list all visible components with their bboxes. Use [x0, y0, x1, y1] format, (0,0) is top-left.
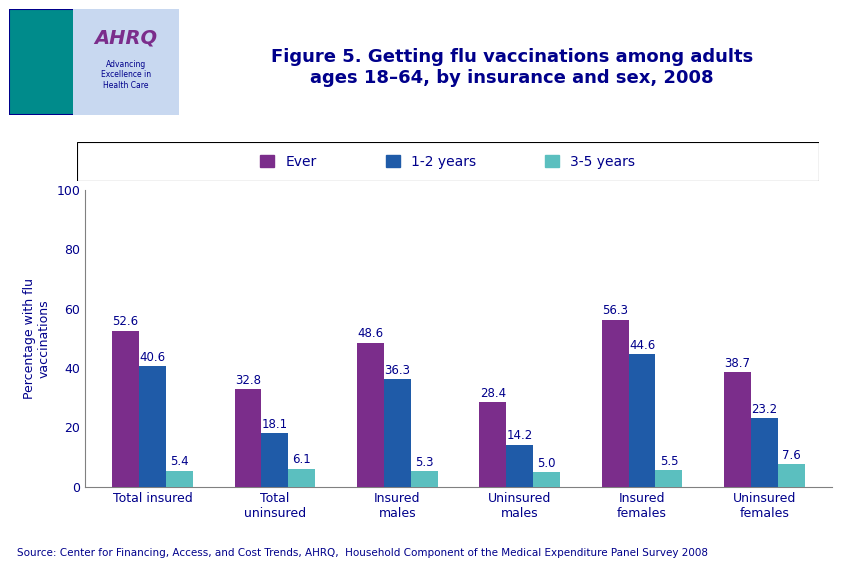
Bar: [262, 433, 288, 487]
Text: 7.6: 7.6: [781, 449, 800, 462]
Bar: [139, 366, 166, 487]
Bar: [532, 472, 560, 487]
Text: 5.4: 5.4: [170, 456, 188, 468]
Bar: [73, 9, 179, 115]
Text: 14.2: 14.2: [506, 429, 532, 442]
Text: 44.6: 44.6: [628, 339, 654, 352]
Bar: [777, 464, 803, 487]
Text: 48.6: 48.6: [357, 327, 383, 340]
Text: 5.3: 5.3: [414, 456, 433, 469]
Bar: [288, 469, 315, 487]
Text: 5.5: 5.5: [659, 455, 677, 468]
Bar: [479, 403, 505, 487]
Bar: [356, 343, 383, 487]
Bar: [112, 331, 139, 487]
Text: 36.3: 36.3: [384, 363, 410, 377]
Bar: [383, 379, 411, 487]
Bar: [234, 389, 262, 487]
Bar: [654, 471, 682, 487]
Text: 56.3: 56.3: [602, 304, 627, 317]
Text: 40.6: 40.6: [140, 351, 165, 364]
Bar: [601, 320, 628, 487]
Text: 32.8: 32.8: [235, 374, 261, 387]
Text: Figure 5. Getting flu vaccinations among adults
ages 18–64, by insurance and sex: Figure 5. Getting flu vaccinations among…: [270, 48, 752, 87]
Bar: [505, 445, 532, 487]
Text: Advancing
Excellence in
Health Care: Advancing Excellence in Health Care: [101, 60, 151, 90]
Text: 5.0: 5.0: [537, 457, 556, 469]
Y-axis label: Percentage with flu
vaccinations: Percentage with flu vaccinations: [23, 278, 51, 399]
Text: 23.2: 23.2: [751, 403, 776, 415]
Bar: [73, 9, 179, 115]
Bar: [411, 471, 437, 487]
Text: Source: Center for Financing, Access, and Cost Trends, AHRQ,  Household Componen: Source: Center for Financing, Access, an…: [17, 548, 707, 558]
Bar: [628, 354, 654, 487]
Text: 18.1: 18.1: [262, 418, 288, 431]
Text: 52.6: 52.6: [112, 315, 139, 328]
Bar: [166, 471, 193, 487]
Text: 38.7: 38.7: [723, 357, 750, 370]
Text: 6.1: 6.1: [292, 453, 311, 466]
Bar: [723, 372, 750, 487]
Text: AHRQ: AHRQ: [95, 29, 158, 48]
Bar: [750, 418, 777, 487]
Legend: Ever, 1-2 years, 3-5 years: Ever, 1-2 years, 3-5 years: [255, 149, 640, 175]
Text: 28.4: 28.4: [479, 387, 505, 400]
